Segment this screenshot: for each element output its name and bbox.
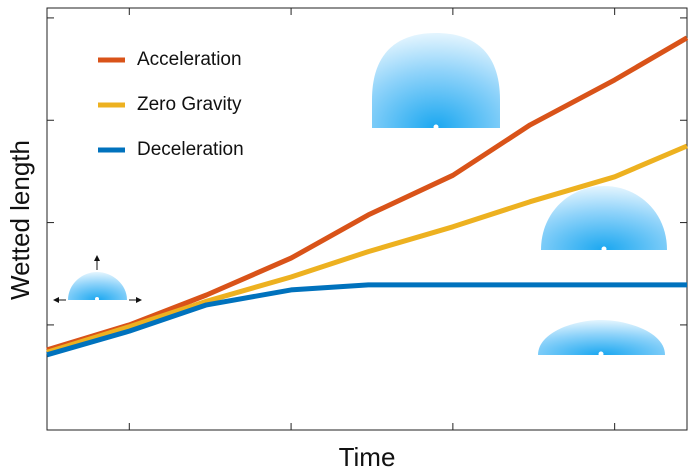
chart: Time Wetted length Acceleration Zero Grav… — [0, 0, 688, 470]
legend-label: Deceleration — [137, 139, 244, 160]
y-axis-label: Wetted length — [5, 140, 35, 300]
droplet-inset — [538, 320, 665, 355]
droplet-dot — [599, 352, 604, 357]
droplet-dot — [602, 247, 607, 252]
legend-label: Zero Gravity — [137, 94, 242, 115]
droplet-inset — [372, 33, 500, 128]
plot-area — [47, 8, 687, 430]
droplet-inset — [68, 272, 127, 300]
droplet-dot — [434, 125, 439, 130]
page: {"chart_data": {"type": "line", "xlabel"… — [0, 0, 688, 470]
droplet-inset — [541, 186, 667, 250]
legend-label: Acceleration — [137, 49, 242, 70]
x-axis-label: Time — [339, 442, 396, 470]
droplet-dot — [95, 297, 99, 301]
